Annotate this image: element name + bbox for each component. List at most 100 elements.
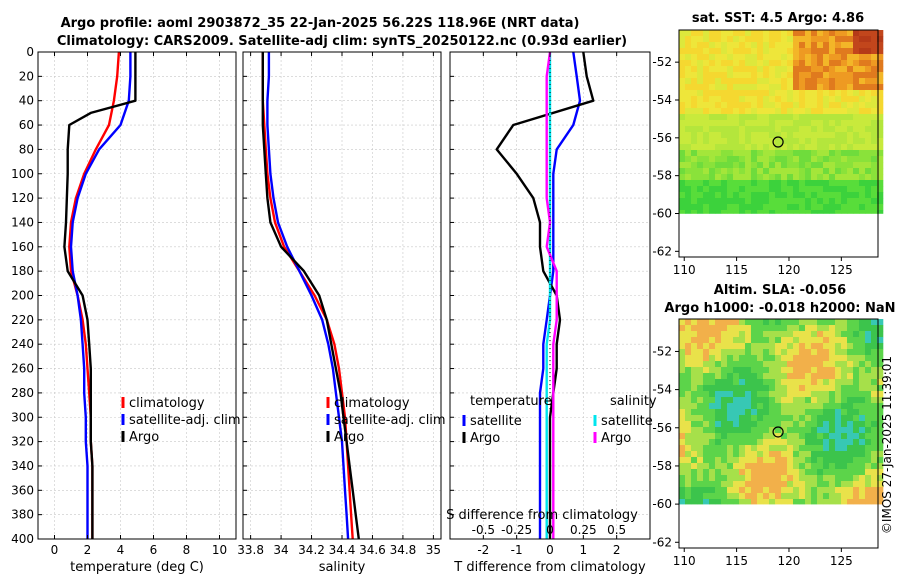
map-cell [709, 457, 716, 464]
map-cell [745, 397, 752, 404]
map-cell [697, 457, 704, 464]
map-cell [871, 150, 878, 157]
map-cell [769, 210, 776, 214]
map-cell [721, 487, 728, 494]
map-cell [691, 150, 698, 157]
map-cell [811, 30, 818, 37]
map-cell [769, 451, 776, 458]
map-cell [727, 66, 734, 73]
map-cell [757, 102, 764, 109]
map-cell [775, 403, 782, 410]
map-cell [763, 42, 770, 49]
map-cell [691, 72, 698, 79]
map-cell [733, 60, 740, 67]
map-cell [703, 120, 710, 127]
map-cell [679, 349, 686, 356]
map-cell [787, 409, 794, 416]
map-cell [841, 150, 848, 157]
map-cell [853, 114, 860, 121]
map-cell [805, 84, 812, 91]
map-cell [739, 403, 746, 410]
map-cell [721, 499, 728, 505]
map-cell [751, 451, 758, 458]
map-cell [865, 331, 872, 338]
map-cell [811, 150, 818, 157]
map-cell [775, 481, 782, 488]
map-cell [727, 144, 734, 151]
map-cell [757, 415, 764, 422]
map-cell [745, 48, 752, 55]
map-cell [739, 204, 746, 211]
map-cell [715, 499, 722, 505]
map-cell [835, 78, 842, 85]
map-cell [853, 439, 860, 446]
x-tick-label: 33.8 [237, 543, 264, 557]
map-cell [829, 204, 836, 211]
map-cell [871, 481, 878, 488]
map-cell [751, 84, 758, 91]
map-cell [853, 192, 860, 199]
map-cell [793, 36, 800, 43]
map-cell [811, 319, 818, 326]
map-cell [763, 114, 770, 121]
map-cell [787, 174, 794, 181]
map-cell [745, 487, 752, 494]
map-cell [829, 343, 836, 350]
map-cell [793, 349, 800, 356]
map-cell [853, 60, 860, 67]
map-cell [703, 210, 710, 214]
map-cell [841, 36, 848, 43]
map-cell [775, 319, 782, 326]
map-cell [727, 72, 734, 79]
map-cell [721, 48, 728, 55]
map-cell [751, 427, 758, 434]
map-cell [853, 84, 860, 91]
map-cell [775, 66, 782, 73]
map-cell [745, 457, 752, 464]
map-cell [781, 493, 788, 500]
map-cell [877, 331, 884, 338]
map-cell [733, 180, 740, 187]
map-cell [877, 108, 884, 115]
map-cell [745, 90, 752, 97]
map-cell [793, 379, 800, 386]
map-cell [877, 162, 884, 169]
map-cell [865, 361, 872, 368]
map-cell [703, 469, 710, 476]
map-cell [793, 48, 800, 55]
map-cell [691, 445, 698, 452]
map-cell [781, 385, 788, 392]
map-cell [775, 409, 782, 416]
map-cell [805, 499, 812, 505]
map-cell [811, 325, 818, 332]
map-cell [775, 42, 782, 49]
map-cell [697, 373, 704, 380]
map-cell [829, 457, 836, 464]
map-cell [811, 391, 818, 398]
map-cell [799, 337, 806, 344]
map-cell [685, 192, 692, 199]
map-cell [781, 433, 788, 440]
map-cell [745, 367, 752, 374]
map-cell [865, 114, 872, 121]
map-cell [829, 463, 836, 470]
map-cell [853, 457, 860, 464]
map-cell [811, 409, 818, 416]
map-cell [781, 132, 788, 139]
map-cell [691, 337, 698, 344]
map-cell [817, 445, 824, 452]
y-tick-label: 100 [11, 167, 34, 181]
map-cell [763, 186, 770, 193]
map-cell [739, 427, 746, 434]
map-cell [763, 120, 770, 127]
map-cell [709, 409, 716, 416]
map-cell [781, 180, 788, 187]
map-cell [877, 451, 884, 458]
map-cell [841, 42, 848, 49]
map-cell [709, 108, 716, 115]
map-cell [847, 186, 854, 193]
map-cell [811, 469, 818, 476]
map-cell [799, 451, 806, 458]
map-cell [685, 451, 692, 458]
map-cell [865, 42, 872, 49]
